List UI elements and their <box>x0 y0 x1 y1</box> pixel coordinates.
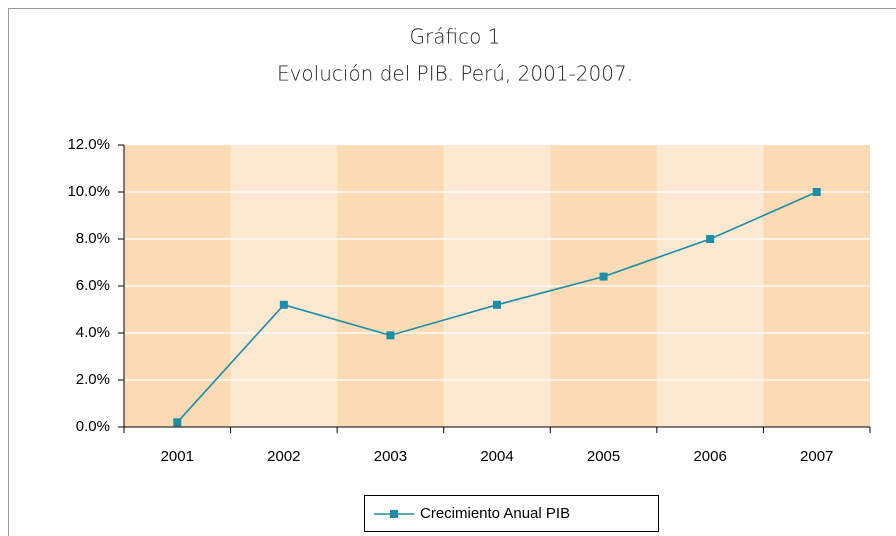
data-point <box>279 300 288 309</box>
y-tick-label: 12.0% <box>67 136 110 153</box>
x-tick-label: 2006 <box>693 448 726 465</box>
y-tick-label: 4.0% <box>76 324 110 341</box>
x-tick-label: 2004 <box>480 448 513 465</box>
data-point <box>173 418 182 427</box>
x-tick-label: 2007 <box>800 448 833 465</box>
legend-label: Crecimiento Anual PIB <box>420 505 570 522</box>
x-tick-label: 2003 <box>374 448 407 465</box>
y-tick-label: 6.0% <box>76 277 110 294</box>
y-tick-label: 2.0% <box>76 371 110 388</box>
chart-subtitle: Evolución del PIB. Perú, 2001-2007. <box>277 62 633 86</box>
data-point <box>706 235 715 243</box>
y-tick-label: 0.0% <box>76 418 110 435</box>
y-tick-label: 10.0% <box>67 183 110 200</box>
data-point <box>493 300 501 309</box>
y-tick-label: 8.0% <box>76 230 110 247</box>
x-tick-label: 2002 <box>267 448 300 465</box>
data-point <box>386 331 395 340</box>
x-tick-label: 2005 <box>587 448 620 465</box>
chart-title: Gráfico 1 <box>410 25 501 49</box>
data-point <box>599 272 608 281</box>
x-tick-label: 2001 <box>161 448 194 465</box>
data-point <box>812 188 821 196</box>
legend-marker <box>390 510 398 518</box>
